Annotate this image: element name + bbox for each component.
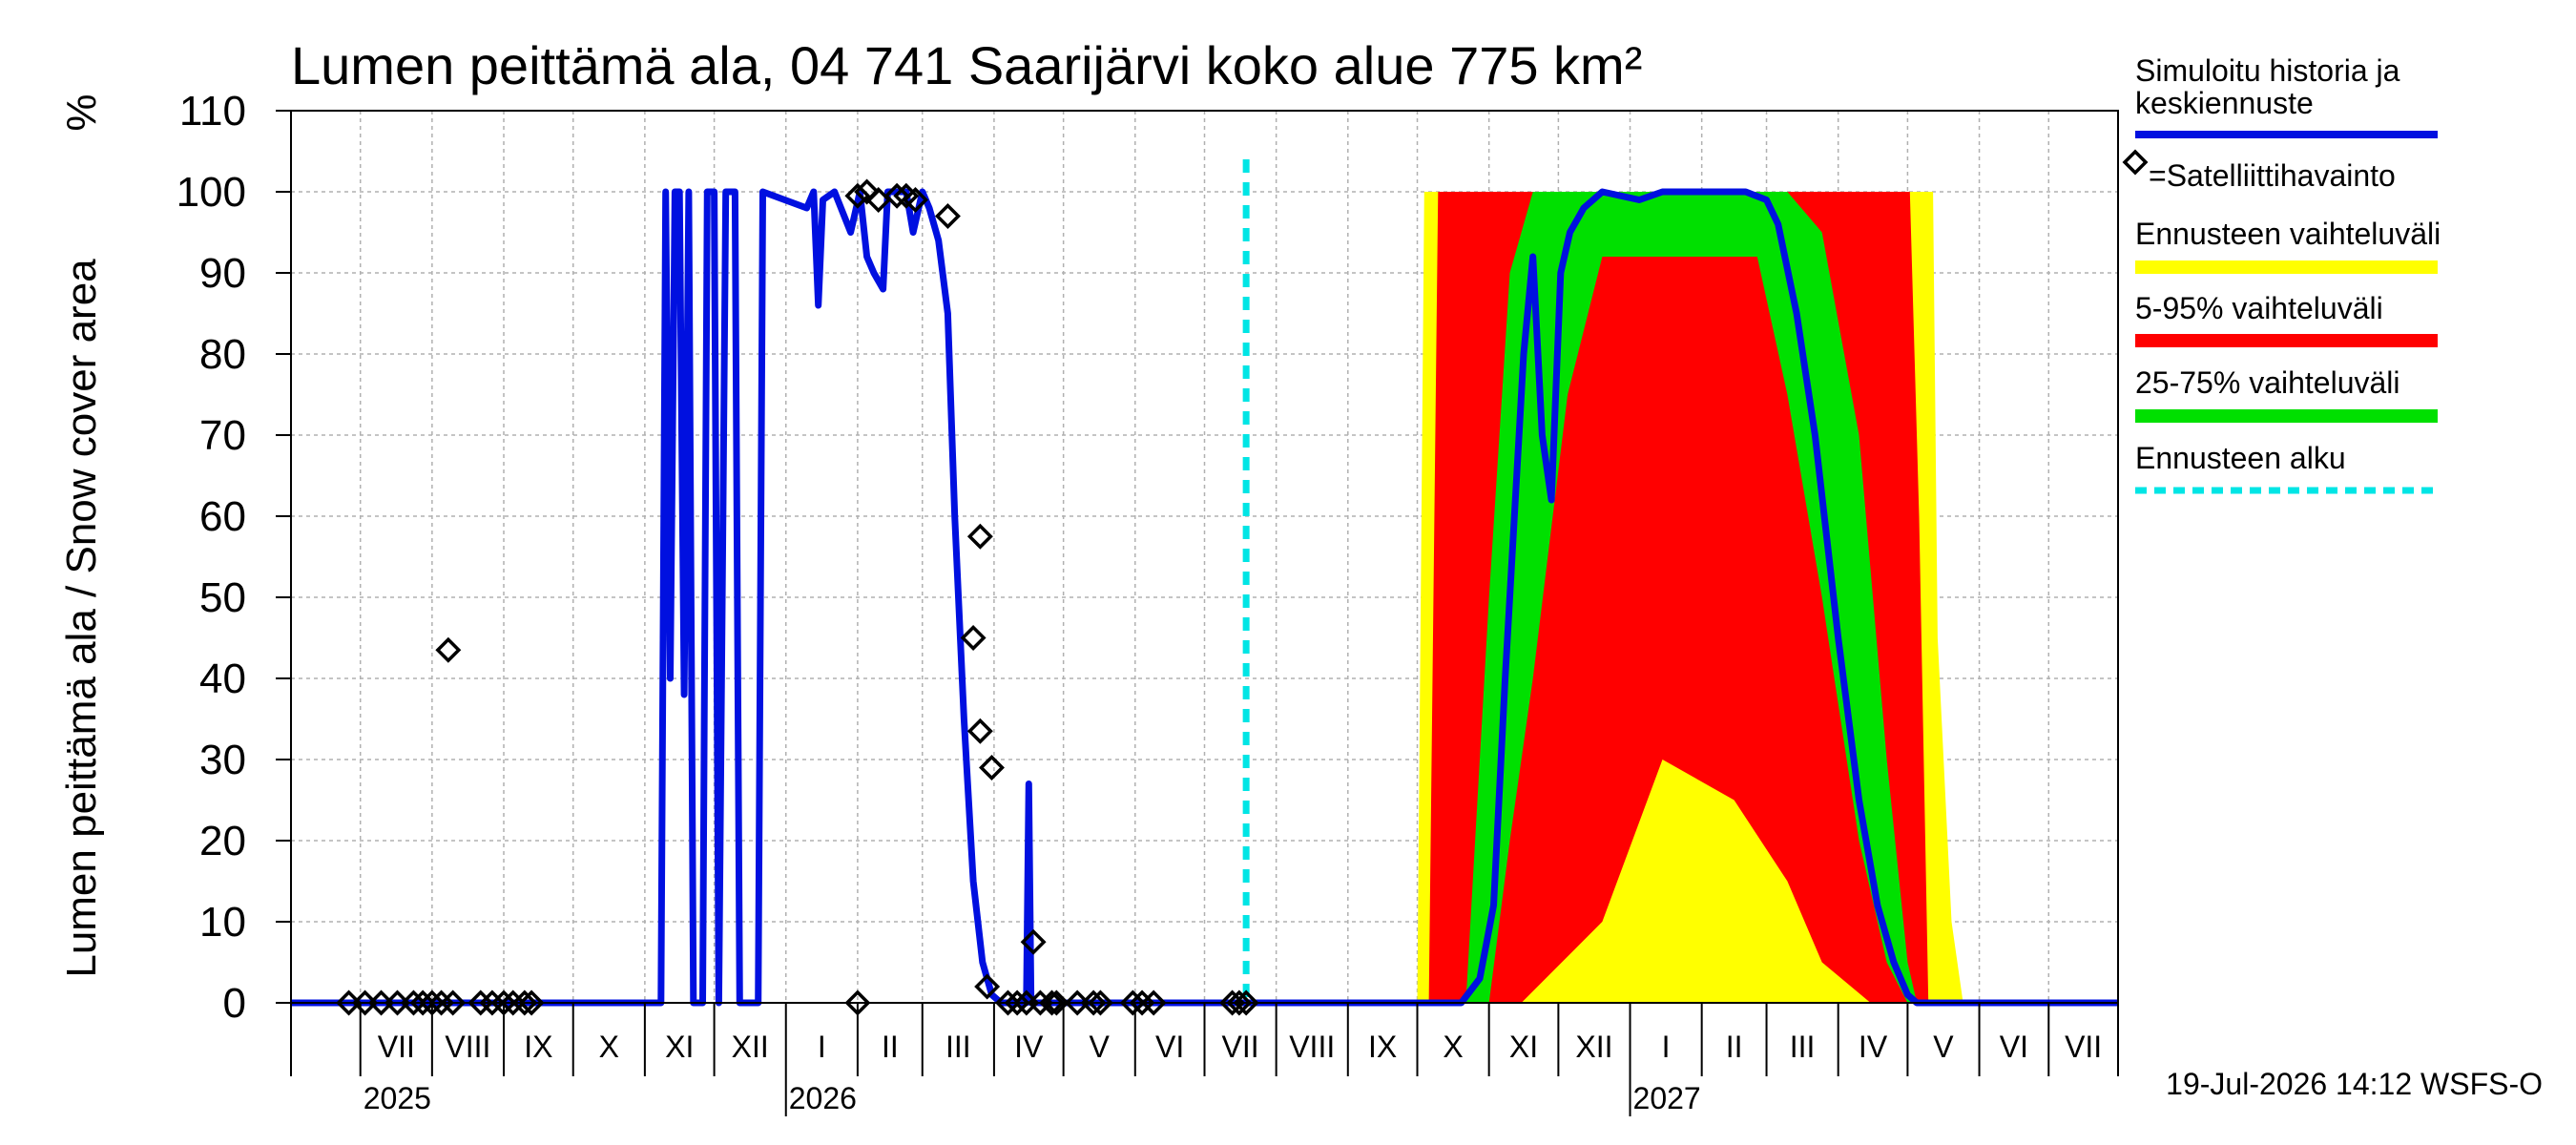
observation-point xyxy=(409,989,436,1016)
satellite-observations xyxy=(336,178,1259,1016)
month-label: X xyxy=(599,1030,619,1064)
legend-label-p25-75: 25-75% vaihteluväli xyxy=(2135,365,2400,400)
month-label: IV xyxy=(1859,1030,1888,1064)
y-tick-label: 100 xyxy=(177,169,246,216)
observation-point xyxy=(440,989,467,1016)
month-label: VI xyxy=(2000,1030,2028,1064)
observation-point xyxy=(1233,989,1259,1016)
y-tick-label: 90 xyxy=(199,250,246,297)
observation-point xyxy=(1043,989,1070,1016)
y-axis: 0 10 20 30 40 50 60 70 80 90 100 110 xyxy=(177,88,291,1027)
legend-label-satellite: =Satelliittihavainto xyxy=(2149,158,2396,193)
observation-point xyxy=(400,989,426,1016)
y-tick-label: 70 xyxy=(199,412,246,459)
legend-label-p5-95: 5-95% vaihteluväli xyxy=(2135,291,2383,325)
chart-title: Lumen peittämä ala, 04 741 Saarijärvi ko… xyxy=(291,35,1642,95)
y-tick-label: 30 xyxy=(199,737,246,783)
legend-label-forecast-range: Ennusteen vaihteluväli xyxy=(2135,217,2441,251)
y-tick-label: 40 xyxy=(199,656,246,702)
year-label: 2027 xyxy=(1633,1081,1701,1115)
observation-point xyxy=(1020,928,1047,955)
y-tick-label: 50 xyxy=(199,574,246,621)
observation-point xyxy=(966,718,993,744)
observation-point xyxy=(1140,989,1167,1016)
legend-label-simulated: Simuloitu historia ja keskiennuste xyxy=(2135,53,2400,120)
month-label: VIII xyxy=(1289,1030,1335,1064)
series-line-simulated xyxy=(291,188,2118,1007)
month-label: VII xyxy=(2065,1030,2102,1064)
observation-point xyxy=(511,989,538,1016)
y-tick-label: 10 xyxy=(199,899,246,946)
observation-point xyxy=(883,182,910,209)
observation-point xyxy=(1004,989,1030,1016)
observation-point xyxy=(435,636,462,663)
month-label: VI xyxy=(1155,1030,1184,1064)
month-label: XII xyxy=(1575,1030,1612,1064)
y-tick-label: 0 xyxy=(223,980,246,1027)
y-tick-label: 110 xyxy=(179,88,246,135)
observation-point xyxy=(1226,989,1253,1016)
observation-point xyxy=(1119,989,1146,1016)
x-axis: VII VIII IX X XI XII I II III IV V VI VII VIII IX X XI XI… xyxy=(290,1003,2119,1116)
observation-point xyxy=(518,989,545,1016)
observation-point xyxy=(994,989,1021,1016)
month-label: I xyxy=(818,1030,826,1064)
observation-point xyxy=(966,523,993,550)
month-label: IV xyxy=(1014,1030,1044,1064)
month-label: V xyxy=(1933,1030,1954,1064)
observation-point xyxy=(854,178,881,205)
observation-point xyxy=(467,989,494,1016)
plot-area xyxy=(290,110,2119,1016)
observation-point xyxy=(1080,989,1107,1016)
month-label: X xyxy=(1443,1030,1463,1064)
month-label: II xyxy=(882,1030,899,1064)
month-label: III xyxy=(945,1030,971,1064)
month-label: VII xyxy=(1222,1030,1259,1064)
y-axis-unit: % xyxy=(58,94,105,131)
legend: Simuloitu historia ja keskiennuste =Satell… xyxy=(2122,53,2441,494)
month-label: III xyxy=(1790,1030,1816,1064)
legend-swatch-satellite xyxy=(2122,149,2149,176)
month-label: V xyxy=(1090,1030,1111,1064)
month-label: I xyxy=(1662,1030,1671,1064)
month-label: XII xyxy=(732,1030,769,1064)
observation-point xyxy=(960,625,987,651)
observation-point xyxy=(500,989,527,1016)
observation-point xyxy=(903,187,928,213)
month-label: XI xyxy=(1509,1030,1538,1064)
observation-point xyxy=(979,755,1005,781)
observation-point xyxy=(479,989,506,1016)
y-tick-label: 60 xyxy=(199,493,246,540)
y-axis-label: Lumen peittämä ala / Snow cover area xyxy=(58,259,105,978)
month-label: IX xyxy=(524,1030,552,1064)
observation-point xyxy=(974,973,1001,1000)
month-label: II xyxy=(1726,1030,1743,1064)
forecast-bands xyxy=(1417,192,1963,1003)
footer-timestamp: 19-Jul-2026 14:12 WSFS-O xyxy=(2166,1067,2543,1101)
observation-point xyxy=(1039,989,1065,1016)
year-label: 2025 xyxy=(364,1081,431,1115)
month-label: XI xyxy=(665,1030,694,1064)
simulated-line-layer xyxy=(291,188,2118,1007)
observation-point xyxy=(844,182,871,209)
band-p25-75 xyxy=(1465,192,1918,1003)
month-label: VII xyxy=(378,1030,415,1064)
y-tick-label: 80 xyxy=(199,331,246,378)
month-label: IX xyxy=(1368,1030,1397,1064)
observation-point xyxy=(934,203,961,229)
legend-label-forecast-start: Ennusteen alku xyxy=(2135,441,2346,475)
observation-point xyxy=(1087,989,1113,1016)
observation-point xyxy=(1129,989,1155,1016)
y-tick-label: 20 xyxy=(199,818,246,864)
month-label: VIII xyxy=(445,1030,490,1064)
year-label: 2026 xyxy=(789,1081,857,1115)
observation-point xyxy=(428,989,455,1016)
